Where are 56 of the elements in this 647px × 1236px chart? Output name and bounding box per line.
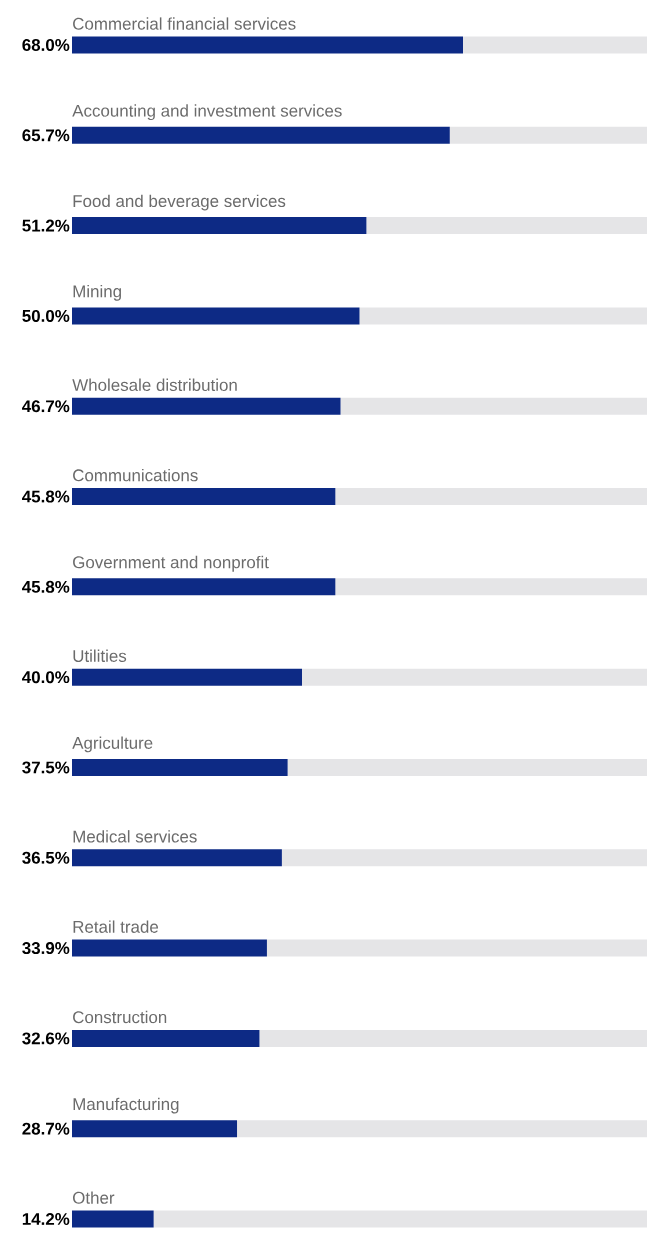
data-label: 46.7% [22, 400, 70, 413]
data-label: 51.2% [22, 219, 70, 232]
bar [72, 488, 336, 506]
bar [366, 217, 647, 235]
data-label: 28.7% [22, 1122, 70, 1135]
y-tick-label: Food and beverage services [73, 194, 286, 211]
bar [72, 307, 360, 325]
bar [72, 1029, 260, 1047]
bar [359, 307, 647, 325]
y-tick-label: Accounting and investment services [72, 104, 342, 121]
bar [449, 126, 647, 144]
bar [237, 1120, 647, 1138]
y-tick-label: Medical services [73, 830, 197, 843]
y-tick-label: Manufacturing [73, 1097, 179, 1114]
bar [281, 849, 647, 867]
bar [72, 36, 463, 54]
bar [259, 1029, 647, 1047]
data-label: 40.0% [22, 671, 70, 684]
bar [72, 849, 282, 867]
y-tick-label: Other [73, 1191, 115, 1204]
y-tick-label: Mining [73, 284, 121, 301]
bar [153, 1210, 647, 1228]
bar [72, 126, 450, 144]
bar [72, 1210, 154, 1228]
bar [340, 397, 647, 415]
data-label: 32.6% [22, 1032, 70, 1045]
data-label: 45.8% [22, 580, 70, 593]
bar [266, 939, 647, 957]
data-label: 36.5% [22, 851, 70, 864]
y-tick-label: Government and nonprofit [73, 555, 269, 572]
bar [72, 668, 302, 686]
bar [335, 578, 647, 596]
bar [72, 397, 341, 415]
bar [72, 758, 288, 776]
bar [335, 488, 647, 506]
data-label: 37.5% [22, 761, 70, 774]
data-label: 33.9% [22, 942, 70, 955]
y-tick-label: Agriculture [72, 736, 153, 753]
bar [72, 1120, 238, 1138]
y-tick-label: Commercial financial services [73, 17, 296, 30]
data-label: 50.0% [22, 309, 70, 322]
y-tick-label: Utilities [73, 649, 127, 662]
data-label: 68.0% [22, 39, 70, 51]
y-tick-label: Communications [73, 468, 198, 482]
data-label: 14.2% [22, 1213, 70, 1225]
data-label: 65.7% [22, 129, 70, 142]
y-tick-label: Wholesale distribution [72, 378, 237, 392]
bar [287, 758, 647, 776]
y-tick-label: Construction [73, 1010, 167, 1024]
bar [72, 578, 336, 596]
bar [72, 939, 267, 957]
bar [72, 217, 367, 235]
bar [302, 668, 647, 686]
bar [463, 36, 647, 54]
data-label: 45.8% [22, 490, 70, 503]
y-tick-label: Retail trade [73, 920, 159, 933]
